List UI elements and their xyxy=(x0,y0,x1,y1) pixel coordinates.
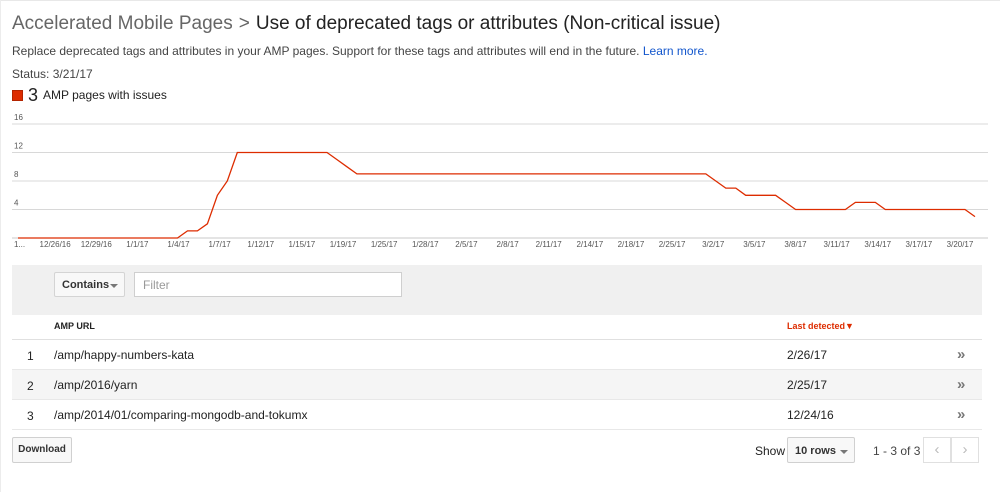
row-last-detected: 12/24/16 xyxy=(787,408,834,422)
chart-legend: 3 AMP pages with issues xyxy=(12,85,167,105)
x-tick-label: 3/11/17 xyxy=(824,240,851,249)
rows-per-page-value: 10 rows xyxy=(795,445,836,457)
x-tick-label: 2/8/17 xyxy=(496,240,519,249)
sort-desc-icon: ▼ xyxy=(845,321,854,331)
row-url[interactable]: /amp/2016/yarn xyxy=(54,378,138,392)
row-details-chevron-icon[interactable]: » xyxy=(957,406,966,423)
dropdown-arrow-icon xyxy=(840,450,848,454)
chevron-left-icon: ‹ xyxy=(934,441,940,458)
y-tick-label: 8 xyxy=(14,170,19,179)
x-tick-label: 3/8/17 xyxy=(784,240,807,249)
x-tick-label: 3/14/17 xyxy=(864,240,891,249)
x-tick-label: 3/5/17 xyxy=(743,240,766,249)
row-url[interactable]: /amp/2014/01/comparing-mongodb-and-tokum… xyxy=(54,408,308,422)
row-details-chevron-icon[interactable]: » xyxy=(957,376,966,393)
page-title: Accelerated Mobile Pages > Use of deprecat… xyxy=(12,13,721,35)
x-tick-label: 1/7/17 xyxy=(209,240,232,249)
column-header-url[interactable]: AMP URL xyxy=(54,321,95,331)
top-border xyxy=(0,0,1000,1)
row-number: 2 xyxy=(27,379,34,393)
amp-url-table: AMP URL Last detected▼ 1 /amp/happy-numb… xyxy=(12,312,982,430)
column-header-last-detected[interactable]: Last detected▼ xyxy=(787,321,854,331)
x-tick-label: 2/18/17 xyxy=(618,240,645,249)
chevron-right-icon: › xyxy=(962,441,968,458)
x-tick-label: 1/12/17 xyxy=(247,240,274,249)
x-tick-label: 1/19/17 xyxy=(330,240,357,249)
x-tick-label: 2/5/17 xyxy=(455,240,478,249)
y-tick-label: 16 xyxy=(14,113,23,122)
issue-title: Use of deprecated tags or attributes (No… xyxy=(255,13,721,34)
rows-per-page-select[interactable]: 10 rows xyxy=(787,437,855,463)
filter-mode-dropdown[interactable]: Contains xyxy=(54,272,125,297)
issues-line-chart: 16 12 8 4 1... 12/26/16 12/29/16 1/1/17 1/4/17 1… xyxy=(12,113,988,249)
x-tick-label: 2/14/17 xyxy=(576,240,603,249)
x-tick-label: 2/11/17 xyxy=(536,240,563,249)
legend-label: AMP pages with issues xyxy=(43,88,167,102)
series-line xyxy=(18,151,976,239)
filter-input[interactable] xyxy=(134,272,402,297)
issue-description: Replace deprecated tags and attributes i… xyxy=(12,44,708,58)
filter-bar: Contains xyxy=(12,265,982,315)
x-tick-label: 1/1/17 xyxy=(126,240,149,249)
breadcrumb-amp[interactable]: Accelerated Mobile Pages xyxy=(12,13,233,34)
x-tick-label: 1/25/17 xyxy=(371,240,398,249)
row-last-detected: 2/26/17 xyxy=(787,348,828,362)
y-tick-label: 12 xyxy=(14,142,23,151)
x-tick-label: 3/2/17 xyxy=(702,240,725,249)
x-tick-label: 3/20/17 xyxy=(947,240,974,249)
row-number: 3 xyxy=(27,409,34,423)
row-details-chevron-icon[interactable]: » xyxy=(957,346,966,363)
download-button[interactable]: Download xyxy=(12,437,72,463)
row-url[interactable]: /amp/happy-numbers-kata xyxy=(54,348,195,362)
learn-more-link[interactable]: Learn more. xyxy=(642,44,708,58)
x-tick-label: 3/17/17 xyxy=(906,240,933,249)
x-tick-label: 1/28/17 xyxy=(412,240,439,249)
filter-mode-label: Contains xyxy=(62,279,110,291)
column-header-last-detected-label: Last detected xyxy=(787,321,846,331)
left-border xyxy=(0,0,1,492)
next-page-button[interactable]: › xyxy=(951,437,979,463)
legend-swatch xyxy=(12,89,23,101)
legend-count: 3 xyxy=(28,85,39,105)
x-tick-label: 12/29/16 xyxy=(81,240,113,249)
status-text: Status: 3/21/17 xyxy=(12,67,93,81)
x-tick-label: 1/4/17 xyxy=(167,240,190,249)
dropdown-arrow-icon xyxy=(110,284,118,288)
description-text: Replace deprecated tags and attributes i… xyxy=(12,44,640,58)
breadcrumb-separator: > xyxy=(238,13,250,34)
row-number: 1 xyxy=(27,349,34,363)
pagination-range: 1 - 3 of 3 xyxy=(873,444,921,458)
table-row[interactable]: 1 /amp/happy-numbers-kata 2/26/17 » xyxy=(12,340,982,370)
x-tick-label: 1/15/17 xyxy=(289,240,316,249)
prev-page-button[interactable]: ‹ xyxy=(923,437,951,463)
row-last-detected: 2/25/17 xyxy=(787,378,828,392)
x-tick-label: 12/26/16 xyxy=(40,240,72,249)
table-row[interactable]: 3 /amp/2014/01/comparing-mongodb-and-tok… xyxy=(12,400,982,430)
y-tick-label: 4 xyxy=(14,199,19,208)
table-header: AMP URL Last detected▼ xyxy=(12,312,982,340)
show-rows-label: Show xyxy=(755,444,786,458)
table-row[interactable]: 2 /amp/2016/yarn 2/25/17 » xyxy=(12,370,982,400)
x-tick-label: 2/25/17 xyxy=(659,240,686,249)
x-tick-label: 1... xyxy=(14,240,25,249)
